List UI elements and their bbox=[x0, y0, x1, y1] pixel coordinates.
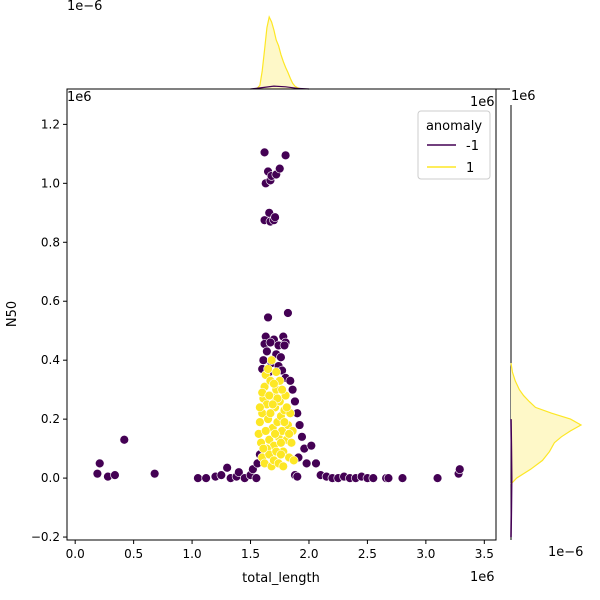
point-normal bbox=[282, 402, 292, 413]
point-normal bbox=[269, 379, 279, 389]
point-normal bbox=[255, 402, 265, 413]
y-tick-label: 0.2 bbox=[41, 412, 60, 426]
x-tick-label: 2.5 bbox=[358, 547, 377, 561]
x-tick-label: 2.0 bbox=[299, 547, 318, 561]
x-axis-label: total_length bbox=[242, 571, 320, 586]
right-kde-fill-normal bbox=[511, 363, 581, 484]
point-anomaly bbox=[258, 355, 269, 365]
point-anomaly bbox=[383, 473, 394, 483]
point-anomaly bbox=[275, 163, 285, 174]
point-normal bbox=[255, 417, 265, 427]
y-offset-text: 1e6 bbox=[67, 90, 92, 105]
point-anomaly bbox=[234, 467, 244, 477]
top-marginal-kde: 1e−6 bbox=[67, 0, 510, 90]
point-anomaly bbox=[432, 473, 443, 483]
point-anomaly bbox=[455, 464, 465, 474]
point-normal bbox=[279, 417, 290, 427]
legend-title: anomaly bbox=[426, 119, 482, 134]
x-tick-label: 1.0 bbox=[183, 547, 202, 561]
point-anomaly bbox=[279, 340, 290, 351]
x-tick-label: 0.5 bbox=[124, 547, 143, 561]
right-kde-line-anomaly bbox=[510, 419, 513, 538]
point-anomaly bbox=[201, 473, 211, 483]
point-anomaly bbox=[149, 468, 160, 479]
point-normal bbox=[289, 455, 299, 466]
point-anomaly bbox=[265, 337, 276, 348]
right-marginal-kde: 1e6 1e−6 bbox=[510, 89, 583, 560]
point-normal bbox=[278, 461, 288, 472]
point-anomaly bbox=[259, 147, 270, 158]
y-axis-label: N50 bbox=[5, 301, 20, 327]
point-anomaly bbox=[311, 458, 321, 469]
point-normal bbox=[276, 449, 286, 460]
point-normal bbox=[284, 429, 294, 439]
y-tick-label: 1.2 bbox=[41, 117, 60, 131]
point-anomaly bbox=[301, 458, 312, 469]
point-anomaly bbox=[270, 212, 280, 222]
x-tick-label: 3.5 bbox=[475, 547, 494, 561]
point-normal bbox=[266, 355, 277, 365]
point-anomaly bbox=[290, 396, 300, 407]
y-axis-ticks: −0.2 0.0 0.2 0.4 0.6 0.8 1.0 1.2 bbox=[31, 117, 67, 544]
point-anomaly bbox=[283, 308, 293, 318]
point-anomaly bbox=[110, 470, 120, 480]
point-anomaly bbox=[306, 440, 317, 451]
point-normal bbox=[261, 426, 271, 436]
point-anomaly bbox=[92, 468, 103, 479]
x-tick-label: 3.0 bbox=[416, 547, 435, 561]
point-anomaly bbox=[287, 384, 298, 395]
point-normal bbox=[258, 443, 269, 454]
x-offset-text: 1e6 bbox=[470, 570, 495, 585]
legend: anomaly -1 1 bbox=[417, 110, 491, 180]
point-anomaly bbox=[297, 432, 307, 442]
top-marginal-offset-text: 1e−6 bbox=[67, 0, 102, 14]
point-anomaly bbox=[262, 346, 272, 357]
point-anomaly bbox=[276, 352, 286, 362]
legend-label-pos: 1 bbox=[466, 161, 474, 176]
point-normal bbox=[268, 399, 278, 410]
point-anomaly bbox=[285, 376, 295, 386]
point-normal bbox=[286, 438, 297, 448]
point-anomaly bbox=[263, 312, 273, 323]
top-kde-line-normal bbox=[255, 15, 302, 90]
y-tick-label: 0.8 bbox=[41, 235, 60, 249]
right-marginal-offset-text: 1e−6 bbox=[548, 545, 583, 560]
x-tick-label: 0.0 bbox=[66, 547, 85, 561]
y-tick-label: 0.6 bbox=[41, 294, 60, 308]
y-tick-label: 0.0 bbox=[41, 471, 60, 485]
point-anomaly bbox=[222, 463, 232, 473]
point-anomaly bbox=[292, 471, 302, 482]
point-anomaly bbox=[193, 473, 203, 483]
point-normal bbox=[276, 438, 286, 448]
y-tick-label: 1.0 bbox=[41, 176, 60, 190]
x-tick-label: 1.5 bbox=[241, 547, 260, 561]
point-normal bbox=[271, 367, 281, 377]
scatter-points bbox=[92, 147, 465, 483]
right-kde-line-normal bbox=[510, 363, 583, 485]
point-normal bbox=[270, 429, 280, 439]
point-anomaly bbox=[280, 150, 291, 161]
legend-label-neg: -1 bbox=[466, 139, 479, 154]
point-anomaly bbox=[368, 473, 378, 483]
point-anomaly bbox=[294, 420, 305, 430]
point-normal bbox=[265, 408, 276, 418]
right-marginal-top-text: 1e6 bbox=[511, 89, 536, 104]
x-axis-ticks: 0.0 0.5 1.0 1.5 2.0 2.5 3.0 3.5 bbox=[66, 540, 494, 561]
point-normal bbox=[264, 390, 274, 401]
point-anomaly bbox=[251, 473, 262, 483]
point-anomaly bbox=[397, 473, 408, 483]
y-tick-label: −0.2 bbox=[31, 530, 60, 544]
top-kde-fill-normal bbox=[256, 17, 301, 89]
top-kde-line-anomaly bbox=[250, 85, 310, 90]
y-tick-label: 0.4 bbox=[41, 353, 60, 367]
point-anomaly bbox=[95, 458, 105, 469]
x-offset-text-top: 1e6 bbox=[470, 95, 495, 110]
point-anomaly bbox=[216, 470, 226, 480]
point-anomaly bbox=[119, 435, 129, 445]
main-axes-frame bbox=[66, 88, 497, 541]
point-normal bbox=[277, 384, 287, 395]
point-normal bbox=[263, 364, 273, 374]
